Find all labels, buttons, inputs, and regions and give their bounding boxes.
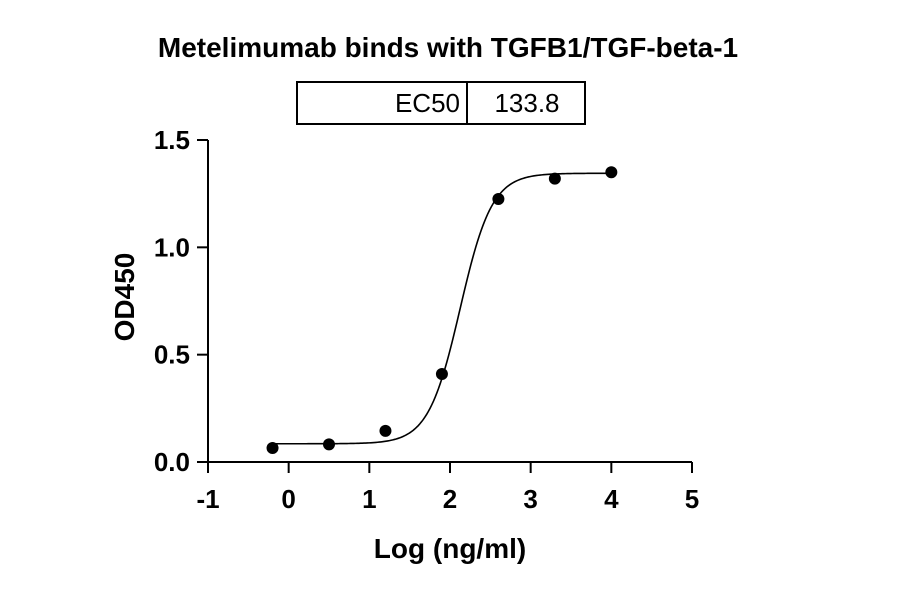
data-point [548, 172, 561, 185]
x-axis-label: Log (ng/ml) [374, 533, 526, 564]
y-tick-label: 1.0 [154, 232, 190, 262]
y-ticks: 0.0 0.5 1.0 1.5 [154, 125, 208, 477]
x-tick-label: -1 [196, 484, 219, 514]
ec50-label: EC50 [395, 88, 460, 118]
x-tick-label: 3 [523, 484, 537, 514]
data-point [379, 424, 392, 437]
x-tick-label: 2 [443, 484, 457, 514]
fit-curve-line [272, 172, 612, 445]
ec50-table-border [296, 81, 586, 125]
y-tick-label: 0.5 [154, 340, 190, 370]
x-tick-label: 0 [281, 484, 295, 514]
ec50-table: EC50 133.8 [296, 81, 586, 125]
chart-title: Metelimumab binds with TGFB1/TGF-beta-1 [158, 32, 738, 63]
x-tick-label: 4 [604, 484, 619, 514]
data-point [266, 442, 279, 455]
y-tick-label: 1.5 [154, 125, 190, 155]
data-points [266, 166, 618, 455]
data-point [323, 438, 335, 451]
x-ticks: -1 0 1 2 3 4 5 [196, 462, 699, 514]
ec50-value: 133.8 [494, 88, 559, 118]
y-axis-label: OD450 [109, 253, 140, 342]
data-point [435, 367, 448, 380]
x-tick-label: 5 [685, 484, 699, 514]
y-tick-label: 0.0 [154, 447, 190, 477]
x-tick-label: 1 [362, 484, 376, 514]
data-point [605, 166, 618, 179]
data-point [492, 193, 505, 206]
